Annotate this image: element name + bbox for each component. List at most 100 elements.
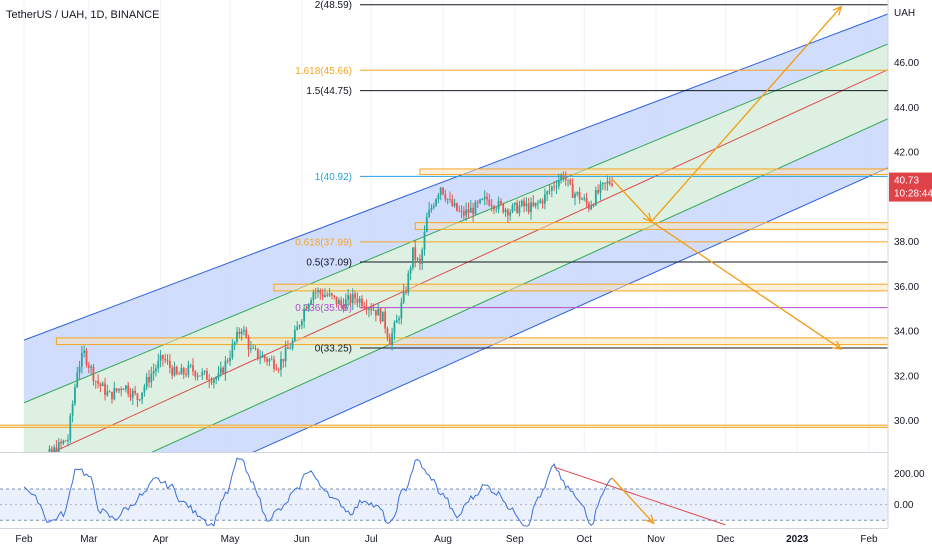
candle-body (39, 459, 41, 465)
projection-arrow-head (832, 5, 843, 16)
candle-body (224, 360, 227, 374)
candle-body (425, 216, 428, 232)
candle-body (548, 190, 551, 192)
candle-body (203, 370, 206, 372)
candle-body (560, 175, 562, 181)
candle-body (111, 391, 113, 400)
candle-body (337, 300, 340, 304)
candle-body (120, 388, 123, 391)
candle-body (518, 205, 521, 213)
candle-body (606, 181, 609, 184)
fib-level-label: 1.5(44.75) (306, 86, 352, 97)
candle-body (159, 355, 162, 361)
candle-body (414, 247, 417, 260)
candle-body (423, 231, 426, 250)
candle-body (231, 344, 234, 358)
candle-body (129, 394, 132, 398)
candle-body (138, 399, 141, 401)
price-tick-label: 36.00 (894, 282, 919, 293)
candle-body (55, 447, 58, 452)
candle-body (307, 304, 310, 310)
candle-body (252, 347, 255, 349)
time-tick-label: Sep (506, 534, 524, 545)
candle-body (444, 194, 447, 200)
candle-body (157, 360, 160, 369)
candle-body (97, 381, 99, 384)
candle-body (511, 204, 514, 213)
candle-body (94, 381, 97, 382)
candle-body (428, 209, 431, 217)
candle-body (416, 258, 419, 260)
candle-body (467, 209, 470, 213)
candle-body (344, 299, 347, 310)
price-tick-label: 42.00 (894, 148, 919, 159)
candle-body (148, 376, 150, 383)
candle-body (537, 202, 539, 204)
zone-box (273, 283, 888, 292)
candle-body (150, 373, 153, 383)
candle-body (513, 202, 516, 205)
candle-body (333, 295, 336, 297)
fib-level-label: 2(48.59) (315, 0, 352, 11)
price-tick-label: 46.00 (894, 58, 919, 69)
oscillator-arrow (611, 477, 655, 524)
oscillator-band-fill (0, 488, 888, 521)
candle-body (506, 209, 509, 216)
candle-body (48, 448, 51, 452)
candle-body (99, 383, 102, 386)
candle-body (469, 207, 472, 213)
candle-body (261, 355, 264, 358)
candle-body (187, 365, 190, 375)
candle-body (173, 366, 176, 376)
candle-body (458, 210, 461, 212)
candle-body (28, 466, 30, 468)
candle-body (398, 318, 400, 321)
candle-body (488, 199, 491, 206)
candle-body (143, 386, 146, 393)
candle-body (592, 204, 595, 206)
candle-body (178, 373, 181, 375)
fib-level-label: 0.618(37.99) (295, 237, 352, 248)
candle-body (275, 368, 278, 370)
candle-body (608, 181, 611, 184)
candle-body (259, 357, 262, 359)
candle-body (465, 209, 468, 216)
last-price-badge (889, 172, 932, 202)
candle-body (365, 307, 368, 310)
candle-body (550, 186, 553, 191)
candle-body (379, 308, 382, 322)
candle-body (124, 385, 127, 390)
candle-body (520, 200, 523, 206)
candle-body (418, 258, 421, 264)
candle-body (53, 447, 55, 452)
oscillator-line (23, 457, 613, 527)
candle-body (226, 360, 229, 362)
candle-body (192, 365, 194, 372)
candle-body (219, 367, 222, 374)
candle-body (37, 459, 39, 464)
candle-body (205, 370, 208, 380)
projection-arrow (651, 220, 842, 350)
price-axis-unit: UAH (894, 8, 915, 19)
candle-body (442, 187, 444, 195)
candle-body (391, 333, 393, 346)
candle-body (439, 187, 442, 196)
candle-body (233, 341, 236, 345)
candle-body (171, 367, 174, 376)
oscillator-pane (0, 457, 888, 527)
candle-body (372, 310, 375, 311)
candle-body (326, 295, 329, 296)
time-tick-label: Jul (365, 534, 378, 545)
candle-body (321, 293, 324, 297)
projection-arrow (650, 6, 842, 222)
candle-body (215, 377, 218, 380)
candle-body (32, 459, 34, 463)
candle-body (476, 202, 479, 203)
candle-body (168, 360, 171, 368)
candle-body (25, 463, 27, 466)
candle-body (599, 184, 602, 193)
candle-body (571, 184, 574, 198)
candle-body (229, 357, 231, 362)
